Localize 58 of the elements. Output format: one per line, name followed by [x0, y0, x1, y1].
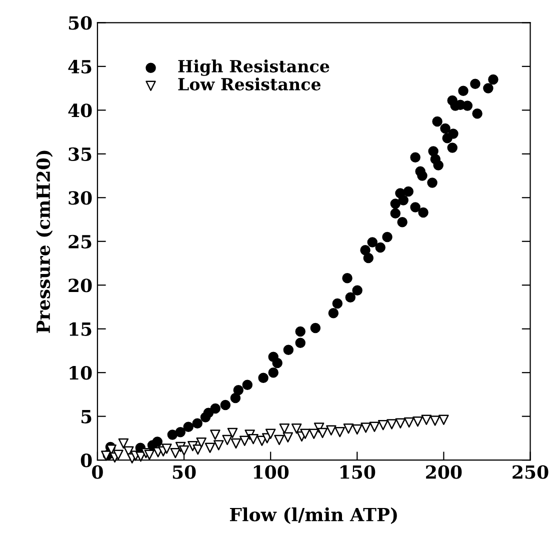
point — [308, 428, 319, 439]
point — [421, 414, 432, 425]
x-tick-label: 100 — [254, 465, 289, 479]
y-tick-label: 30 — [68, 191, 92, 205]
point — [265, 428, 276, 439]
point — [282, 432, 294, 442]
x-tick-label: 150 — [340, 465, 376, 479]
point — [369, 422, 380, 432]
x-tick-label: 0 — [92, 465, 103, 479]
point — [222, 434, 232, 446]
point — [196, 437, 206, 448]
y-tick-label: 35 — [68, 147, 92, 162]
y-tick-label: 25 — [68, 234, 92, 248]
point — [118, 438, 129, 449]
y-tick-label: 45 — [68, 60, 92, 74]
y-tick-label: 5 — [82, 410, 92, 424]
point — [210, 430, 220, 440]
point — [178, 445, 190, 456]
point — [334, 426, 345, 438]
point — [279, 423, 290, 434]
y-tick-label: 20 — [68, 278, 92, 292]
x-tick-label: 250 — [512, 465, 548, 479]
legend-label: High Resistance — [178, 60, 330, 76]
point — [386, 419, 397, 430]
x-tick-label: 200 — [426, 465, 462, 479]
point — [317, 428, 328, 438]
point — [170, 448, 180, 458]
y-tick-label: 40 — [68, 104, 92, 118]
point — [227, 428, 238, 438]
y-tick-label: 0 — [80, 454, 92, 468]
x-tick-label: 50 — [172, 465, 196, 479]
point — [240, 436, 250, 446]
point — [326, 425, 336, 436]
point — [404, 417, 414, 428]
point — [144, 450, 155, 460]
y-axis-title: Pressure (cmH20) — [36, 150, 53, 333]
point — [113, 450, 124, 460]
y-tick-label: 10 — [70, 366, 92, 380]
point — [214, 440, 224, 450]
point — [412, 416, 423, 427]
point — [291, 423, 302, 434]
point — [343, 423, 354, 434]
legend-label: Low Resistance — [178, 78, 321, 90]
y-tick-label: 15 — [70, 322, 92, 336]
point — [274, 434, 284, 446]
point — [162, 444, 172, 454]
point — [430, 416, 440, 426]
point — [300, 428, 310, 439]
y-tick-label: 50 — [68, 16, 92, 30]
point — [230, 438, 242, 449]
point — [248, 434, 258, 444]
point — [360, 422, 371, 433]
x-axis-title: Flow (l/min ATP) — [230, 507, 397, 524]
point — [352, 424, 362, 435]
point — [395, 418, 406, 428]
point — [204, 442, 216, 453]
point — [438, 414, 449, 425]
point — [378, 420, 388, 430]
